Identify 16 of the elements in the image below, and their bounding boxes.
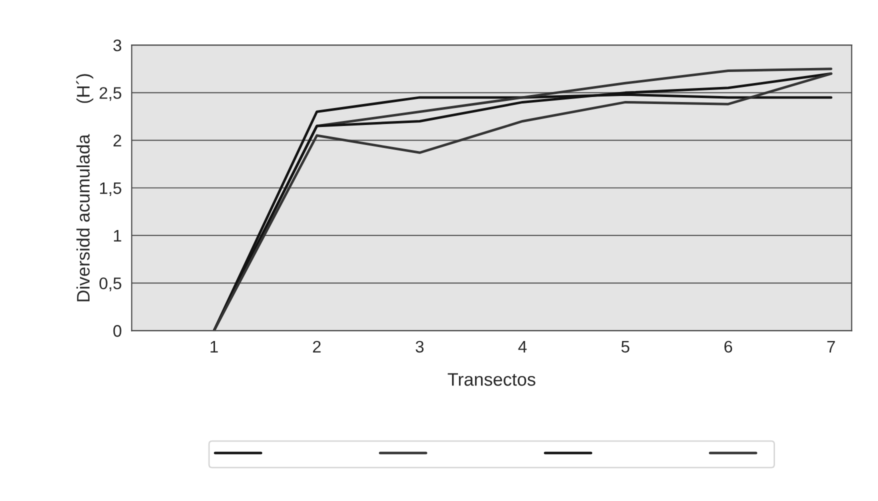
y-tick-label: 0	[113, 325, 122, 337]
y-axis-title: Diversidd acumulada (H´)	[76, 74, 94, 302]
x-tick-label: 4	[518, 340, 527, 352]
x-tick-label: 1	[210, 340, 218, 352]
y-tick-label: 0,5	[99, 277, 122, 292]
y-tick-label: 2,5	[100, 87, 122, 101]
x-axis-title: Transectos	[448, 373, 536, 386]
x-tick-label: 3	[416, 340, 424, 353]
y-tick-label: 1	[114, 230, 122, 242]
x-tick-label: 2	[313, 340, 321, 352]
y-tick-label: 3	[113, 39, 122, 52]
x-tick-label: 7	[827, 340, 835, 352]
y-tick-label: 1,5	[100, 182, 122, 196]
x-tick-label: 5	[621, 340, 630, 353]
x-tick-label: 6	[724, 340, 732, 353]
y-tick-label: 2	[114, 134, 122, 146]
